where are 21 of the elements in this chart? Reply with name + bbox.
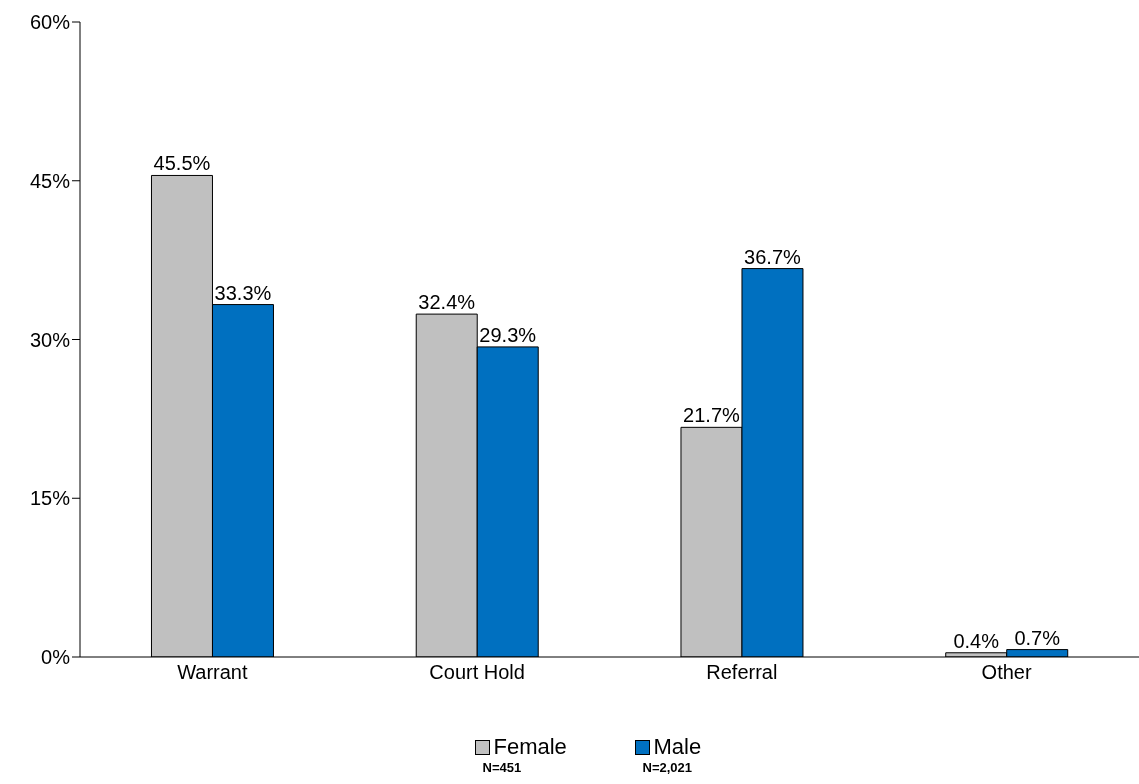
legend-label: Male <box>653 734 702 760</box>
y-tick-label: 0% <box>41 646 71 669</box>
x-tick-label: Warrant <box>177 661 248 684</box>
text: N=2,021 <box>642 760 693 775</box>
x-tick-label: Court Hold <box>429 661 525 684</box>
y-tick-label: 15% <box>29 487 71 510</box>
data-label: 21.7% <box>683 404 741 427</box>
data-label: 0.7% <box>1014 626 1061 649</box>
data-label: 29.3% <box>479 323 537 346</box>
data-label: 0.4% <box>953 629 1000 652</box>
data-label: 45.5% <box>153 152 211 175</box>
x-tick-label: Other <box>981 661 1032 684</box>
legend-label: Female <box>493 734 567 760</box>
y-tick-label: 30% <box>29 328 71 351</box>
text: N=451 <box>482 760 523 775</box>
data-label: 36.7% <box>744 245 802 268</box>
x-tick-label: Referral <box>706 661 778 684</box>
y-tick-label: 60% <box>29 11 71 34</box>
data-label: 32.4% <box>418 291 476 314</box>
y-tick-label: 45% <box>29 169 71 192</box>
data-label: 33.3% <box>214 281 272 304</box>
